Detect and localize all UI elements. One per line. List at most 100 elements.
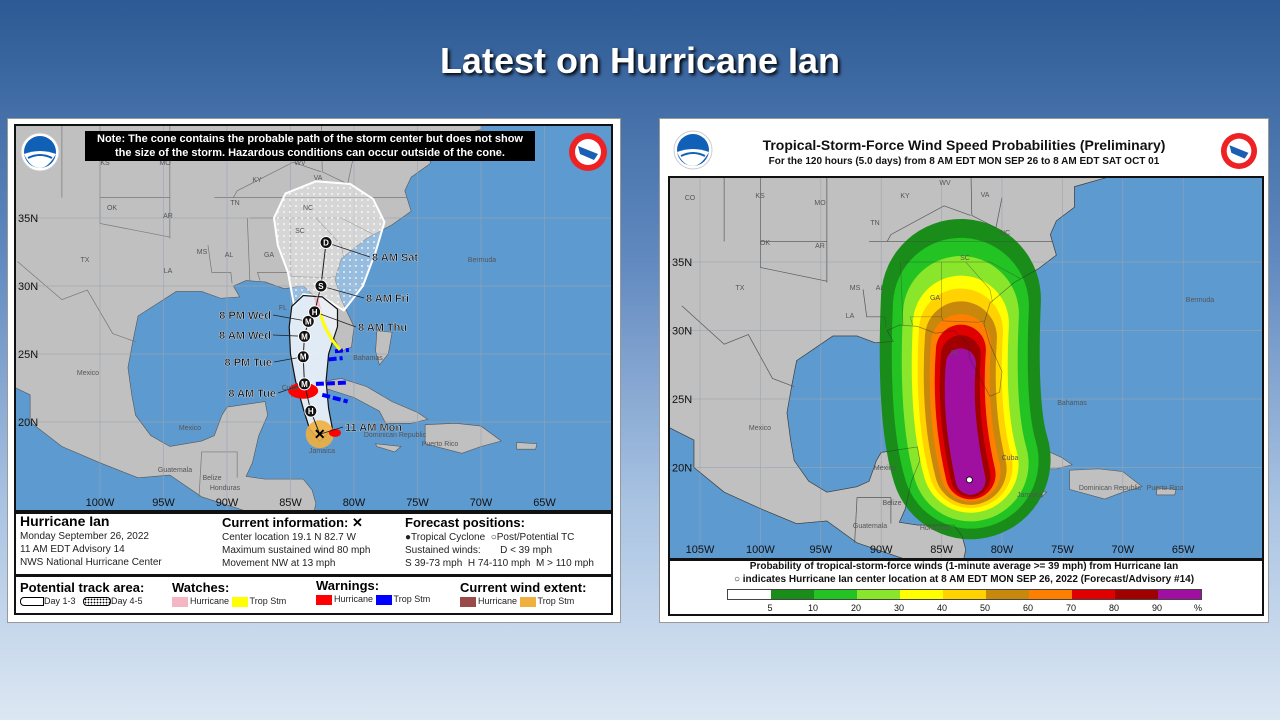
state-border xyxy=(246,217,251,281)
watch-hurricane-label: Hurricane xyxy=(190,596,230,606)
state-border xyxy=(207,245,233,284)
longitude-label: 70W xyxy=(470,497,493,509)
colorbar-label: 70 xyxy=(1065,603,1077,613)
forecast-point-s xyxy=(314,279,328,293)
forecast-point-d xyxy=(319,235,333,249)
colorbar-swatch xyxy=(771,590,814,599)
day13-label: Day 1-3 xyxy=(44,596,76,606)
colorbar-label: 5 xyxy=(767,603,773,613)
longitude-label: 80W xyxy=(343,497,366,509)
place-label: WV xyxy=(294,160,306,167)
state-border xyxy=(965,261,993,302)
state-border xyxy=(681,305,795,387)
legend-box xyxy=(14,575,613,615)
forecast-time-label: 11 AM Mon xyxy=(345,422,402,434)
tropical-storm-warning-coast xyxy=(315,380,348,386)
place-label: Mexico xyxy=(77,370,99,377)
track-title: Potential track area: xyxy=(20,580,145,595)
place-label: KS xyxy=(755,193,765,200)
place-label: TX xyxy=(81,257,90,264)
place-label: OK xyxy=(760,240,770,247)
current-info-title: Current information: ✕ xyxy=(222,515,363,530)
place-label: OK xyxy=(107,205,117,212)
forecast-point-m xyxy=(297,329,311,343)
place-label: AR xyxy=(815,243,825,250)
filled-circle-icon: ● xyxy=(405,532,412,543)
storm-info: Hurricane Ian Monday September 26, 2022 … xyxy=(20,514,162,569)
prob-subtitle: For the 120 hours (5.0 days) from 8 AM E… xyxy=(768,156,1160,167)
day45-label: Day 4-5 xyxy=(111,596,143,606)
place-label: Dominican Republic xyxy=(1079,485,1142,492)
forecast-point-symbol: S xyxy=(318,282,324,291)
place-label: AL xyxy=(876,285,885,292)
warnings-legend: Warnings: Hurricane Trop Stm xyxy=(316,578,430,605)
leader-line xyxy=(325,242,371,258)
place-label: FL xyxy=(279,305,287,312)
forecast-point-symbol: M xyxy=(305,317,312,326)
longitude-label: 85W xyxy=(279,497,302,509)
note-line-1: Note: The cone contains the probable pat… xyxy=(97,133,523,145)
longitude-label: 100W xyxy=(746,544,775,556)
place-label: Honduras xyxy=(920,525,951,532)
place-label: Puerto Rico xyxy=(422,441,459,448)
cone-note: Note: The cone contains the probable pat… xyxy=(85,131,535,161)
place-label: Belize xyxy=(202,475,221,482)
forecast-time-label: 8 AM Fri xyxy=(366,293,409,305)
state-border xyxy=(854,497,892,543)
forecast-time-label: 8 AM Thu xyxy=(358,322,407,334)
longitude-label: 85W xyxy=(930,544,953,556)
open-circle-icon: ○ xyxy=(490,532,497,543)
place-label: Belize xyxy=(882,500,901,507)
place-label: Guatemala xyxy=(853,523,887,530)
colorbar-label: 50 xyxy=(979,603,991,613)
place-label: Dominican Republic xyxy=(364,432,427,439)
state-border xyxy=(941,316,984,323)
noaa-logo xyxy=(673,130,713,170)
longitude-label: 65W xyxy=(533,497,556,509)
state-border xyxy=(886,205,971,242)
forecast-point-symbol: M xyxy=(300,353,307,362)
forecast-point-symbol: M xyxy=(301,332,308,341)
colorbar-label: 80 xyxy=(1108,603,1120,613)
watches-title: Watches: xyxy=(172,580,230,595)
latitude-label: 35N xyxy=(18,213,38,225)
state-border xyxy=(233,161,322,198)
place-label: SC xyxy=(295,228,305,235)
state-border xyxy=(681,305,795,387)
colorbar-label: 60 xyxy=(1022,603,1034,613)
noaa-logo xyxy=(20,132,60,172)
storm-center-icon xyxy=(965,476,973,484)
place-label: Bermuda xyxy=(468,257,497,264)
place-label: Guatemala xyxy=(158,467,192,474)
colorbar-label: 90 xyxy=(1151,603,1163,613)
place-label: LA xyxy=(846,313,855,320)
colorbar-swatch xyxy=(857,590,900,599)
place-label: Puerto Rico xyxy=(1147,485,1184,492)
forecast-time-label: 8 AM Sat xyxy=(372,252,418,264)
colorbar-swatch xyxy=(900,590,943,599)
colorbar-swatch xyxy=(1072,590,1115,599)
latitude-label: 20N xyxy=(18,417,38,429)
storm-date: Monday September 26, 2022 xyxy=(20,531,149,542)
longitude-label: 90W xyxy=(216,497,239,509)
latitude-label: 35N xyxy=(672,257,692,269)
forecast-point-m xyxy=(297,377,311,391)
nws-logo xyxy=(569,133,607,171)
day13-cone-icon xyxy=(20,597,44,607)
issuing-center: NWS National Hurricane Center xyxy=(20,557,162,568)
colorbar-label: 10 xyxy=(807,603,819,613)
current-movement: Movement NW at 13 mph xyxy=(222,558,336,569)
place-label: CO xyxy=(685,195,696,202)
colorbar-label: % xyxy=(1193,603,1203,613)
state-border xyxy=(854,497,892,543)
place-label: LA xyxy=(164,268,173,275)
longitude-label: 105W xyxy=(686,544,715,556)
state-border xyxy=(862,289,887,328)
probability-contour-90 xyxy=(944,348,986,495)
longitude-label: 80W xyxy=(991,544,1014,556)
place-label: GA xyxy=(930,295,940,302)
place-label: Cuba xyxy=(1002,455,1019,462)
current-location: Center location 19.1 N 82.7 W xyxy=(222,532,356,543)
island-puerto-rico xyxy=(1156,487,1177,496)
